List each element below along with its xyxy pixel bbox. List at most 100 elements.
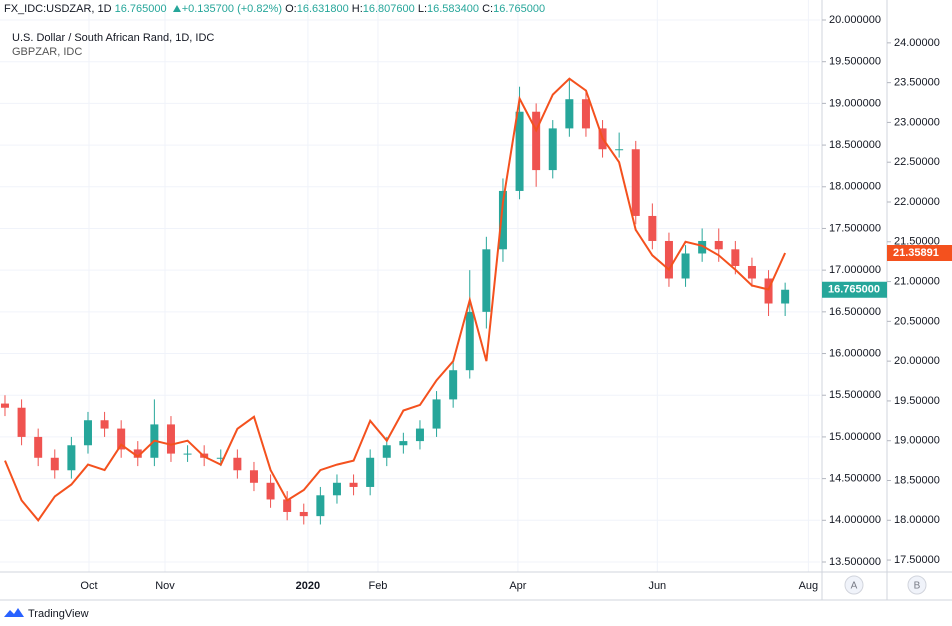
ohlc-label: H: xyxy=(352,3,363,15)
candle-body xyxy=(382,445,391,458)
candle-body xyxy=(415,428,424,442)
y2-tick-label: 17.50000 xyxy=(894,554,940,566)
y-tick-label: 19.000000 xyxy=(829,97,881,109)
candle-body xyxy=(515,111,524,191)
y-tick-label: 18.500000 xyxy=(829,139,881,151)
candle-body xyxy=(449,370,458,400)
y2-tick-label: 21.00000 xyxy=(894,275,940,287)
candle-body xyxy=(764,278,773,304)
candle-body xyxy=(465,311,474,371)
candle-body xyxy=(266,482,275,500)
x-tick-label: Jun xyxy=(648,580,666,592)
y2-tick-label: 20.50000 xyxy=(894,315,940,327)
candle-body xyxy=(498,190,507,250)
candle-body xyxy=(283,499,292,512)
last-price: 16.765000 xyxy=(115,3,167,15)
logo-icon xyxy=(4,608,24,617)
y2-tick-label: 18.00000 xyxy=(894,514,940,526)
y2-tick-label: 18.50000 xyxy=(894,474,940,486)
candle-body xyxy=(548,128,557,171)
candle-body xyxy=(648,215,657,241)
y2-tick-label: 21.50000 xyxy=(894,236,940,248)
ohlc-value: 16.631800 xyxy=(297,3,349,15)
y2-tick-label: 19.50000 xyxy=(894,395,940,407)
y-tick-label: 15.500000 xyxy=(829,389,881,401)
candle-body xyxy=(532,111,541,171)
axes: 13.500000 14.000000 14.500000 15.000000 15.5… xyxy=(80,14,952,595)
candle-body xyxy=(565,99,574,129)
candle-body xyxy=(681,253,690,279)
price-tag-label: 16.765000 xyxy=(828,284,880,296)
candle-body xyxy=(714,240,723,250)
ohlc-label: O: xyxy=(285,3,297,15)
x-tick-label: Feb xyxy=(368,580,387,592)
candle-body xyxy=(747,265,756,279)
symbol: FX_IDC:USDZAR, 1D xyxy=(4,3,112,15)
ohlc-label: C: xyxy=(482,3,493,15)
y2-tick-label: 23.50000 xyxy=(894,77,940,89)
x-tick-label: 2020 xyxy=(296,580,320,592)
legend-entry: U.S. Dollar / South African Rand, 1D, ID… xyxy=(12,32,214,44)
header: FX_IDC:USDZAR, 1D 16.765000 +0.135700 (+… xyxy=(4,3,545,15)
candle-body xyxy=(664,240,673,279)
line-series xyxy=(4,77,787,522)
y-tick-label: 15.000000 xyxy=(829,431,881,443)
candle-body xyxy=(631,149,640,216)
legend-entry: GBPZAR, IDC xyxy=(12,46,82,58)
candle-body xyxy=(233,457,242,471)
x-tick-label: Oct xyxy=(80,580,97,592)
logo: TradingView xyxy=(4,608,89,620)
axis-button-label: A xyxy=(851,581,858,592)
y2-tick-label: 22.00000 xyxy=(894,196,940,208)
candle-body xyxy=(249,470,258,483)
y2-tick-label: 19.00000 xyxy=(894,435,940,447)
candle-body xyxy=(432,399,441,429)
candle-body xyxy=(83,420,92,446)
candle-body xyxy=(133,449,142,458)
y-tick-label: 18.000000 xyxy=(829,181,881,193)
axis-button-label: B xyxy=(914,581,921,592)
y-tick-label: 17.000000 xyxy=(829,264,881,276)
y-tick-label: 20.000000 xyxy=(829,14,881,26)
y2-tick-label: 23.00000 xyxy=(894,116,940,128)
grid xyxy=(0,0,820,572)
candle-body xyxy=(781,289,790,304)
candle-body xyxy=(183,453,192,455)
candle-body xyxy=(67,445,76,471)
candle-body xyxy=(316,495,325,517)
candle-body xyxy=(615,149,624,151)
axis-button xyxy=(907,575,927,595)
y2-tick-label: 24.00000 xyxy=(894,37,940,49)
candle-body xyxy=(166,424,175,454)
candle-body xyxy=(299,511,308,517)
y-tick-label: 17.500000 xyxy=(829,222,881,234)
candle-body xyxy=(17,407,26,437)
candle-body xyxy=(731,249,740,266)
candle-body xyxy=(50,457,59,471)
candle-body xyxy=(117,428,126,450)
candle-body xyxy=(332,482,341,496)
x-tick-label: Apr xyxy=(509,580,526,592)
candle-body xyxy=(216,457,225,459)
y-tick-label: 13.500000 xyxy=(829,556,881,568)
up-arrow xyxy=(173,5,181,12)
candle-body xyxy=(482,249,491,312)
candle-body xyxy=(581,99,590,129)
ohlc-value: 16.583400 xyxy=(427,3,479,15)
y2-tick-label: 22.50000 xyxy=(894,156,940,168)
candle-body xyxy=(366,457,375,487)
y-tick-label: 16.500000 xyxy=(829,306,881,318)
candle-body xyxy=(399,441,408,446)
x-tick-label: Nov xyxy=(155,580,175,592)
y-tick-label: 16.000000 xyxy=(829,347,881,359)
y-tick-label: 14.000000 xyxy=(829,514,881,526)
candle-body xyxy=(0,403,9,408)
ohlc-value: 16.765000 xyxy=(493,3,545,15)
x-tick-label: Aug xyxy=(799,580,819,592)
y2-tick-label: 20.00000 xyxy=(894,355,940,367)
price-tag-label: 21.35891 xyxy=(893,247,939,259)
candle-body xyxy=(34,436,43,458)
y-tick-label: 19.500000 xyxy=(829,56,881,68)
